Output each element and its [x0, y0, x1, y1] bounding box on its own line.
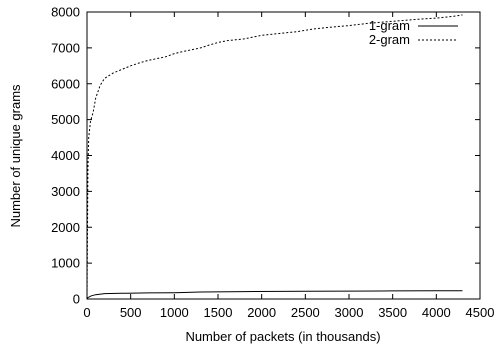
- y-tick-label: 4000: [51, 148, 80, 163]
- y-tick-label: 7000: [51, 40, 80, 55]
- legend-label: 1-gram: [369, 18, 410, 33]
- x-tick-label: 500: [120, 305, 142, 320]
- series-line-2-gram: [86, 14, 463, 300]
- x-axis-label: Number of packets (in thousands): [185, 329, 380, 344]
- x-tick-label: 3000: [335, 305, 364, 320]
- y-tick-label: 5000: [51, 112, 80, 127]
- series-layer: [86, 14, 463, 300]
- x-tick-label: 2500: [291, 305, 320, 320]
- x-axis-ticks: 0 500 1000 1500 2000 2500 3000 3500 4000 4500: [83, 12, 494, 320]
- y-axis-label: Number of unique grams: [8, 84, 23, 228]
- y-tick-label: 1000: [51, 256, 80, 271]
- series-line-1-gram: [86, 290, 463, 300]
- y-tick-label: 6000: [51, 76, 80, 91]
- x-tick-label: 3500: [378, 305, 407, 320]
- x-tick-label: 4000: [422, 305, 451, 320]
- x-tick-label: 0: [83, 305, 90, 320]
- y-tick-label: 8000: [51, 5, 80, 20]
- x-tick-label: 1500: [204, 305, 233, 320]
- y-axis-ticks: 0 1000 2000 3000 4000 5000 6000 7000 8000: [51, 5, 480, 307]
- legend-label: 2-gram: [369, 32, 410, 47]
- y-tick-label: 2000: [51, 220, 80, 235]
- y-tick-label: 3000: [51, 184, 80, 199]
- x-tick-label: 1000: [160, 305, 189, 320]
- x-tick-label: 2000: [247, 305, 276, 320]
- plot-frame: [86, 11, 481, 300]
- y-tick-label: 0: [73, 292, 80, 307]
- x-tick-label: 4500: [466, 305, 495, 320]
